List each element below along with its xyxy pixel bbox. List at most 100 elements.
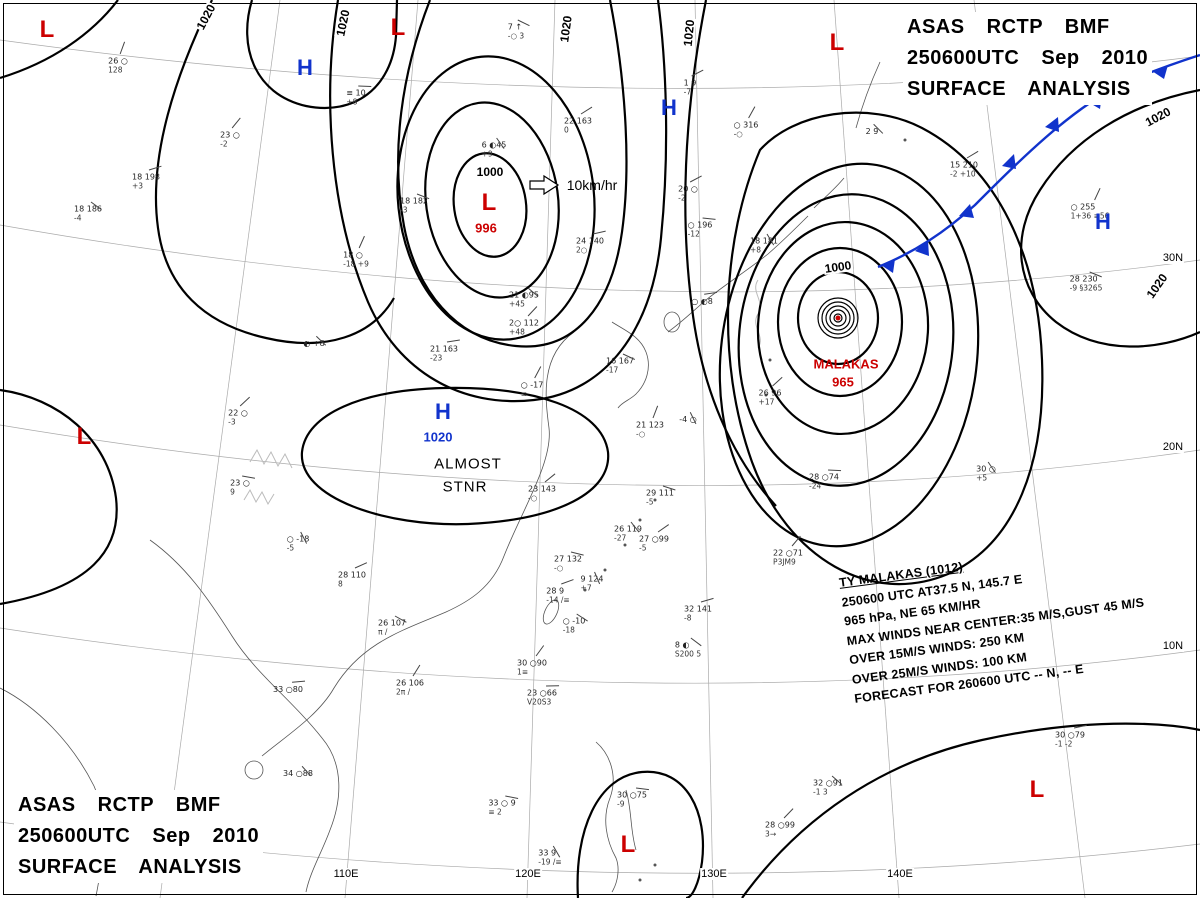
station-plot: -4 ○ [679, 414, 697, 424]
station-plot: 28 110 8 [338, 570, 366, 588]
low-center-label: L [829, 29, 845, 56]
station-plot: 18 ○ -18 +9 [343, 250, 369, 268]
typhoon-name-label: MALAKAS [813, 356, 879, 372]
chart-title-bottom-left: ASAS RCTP BMF 250600UTC Sep 2010 SURFACE… [14, 790, 264, 883]
latitude-label: 30N [1161, 252, 1185, 264]
station-plot: 23 143 -○ [528, 484, 556, 502]
chart-title-line3: SURFACE ANALYSIS [18, 856, 242, 878]
station-plot: 20 ○ -2 [678, 184, 698, 202]
station-plot: ○ 316 -○ [733, 120, 759, 138]
station-plot: 28 ○99 3→ [765, 820, 795, 838]
chart-title-line3: SURFACE ANALYSIS [907, 78, 1131, 100]
station-plot: 18 182 -3 [400, 196, 428, 214]
almost-stationary-label-line2: STNR [442, 478, 488, 496]
longitude-label: 120E [514, 868, 542, 880]
station-plot: 15 210 -2 +10 [950, 160, 978, 178]
high-center-label: H [297, 55, 313, 80]
station-plot: 26 107 π / [378, 618, 406, 636]
almost-stationary-label-line1: ALMOST [434, 455, 502, 473]
station-plot: 28 9 -14 /≡ [546, 586, 570, 604]
station-plot: 28 ○74 -24 [809, 472, 839, 490]
station-plot: 33 ○80 [273, 684, 303, 694]
isobar-label: 1020 [680, 18, 698, 48]
station-plot: ◐ +8 [303, 338, 325, 348]
station-plot: 2○ 112 +48 [509, 318, 539, 336]
high-center-label: H [1095, 209, 1111, 234]
station-plot: ○ ◐8 [691, 296, 713, 306]
station-plot: 22 163 0 [564, 116, 592, 134]
latitude-label: 10N [1161, 640, 1185, 652]
station-plot: 8 ◐ S200 5 [674, 640, 702, 658]
station-plot: 30 ○75 -9 [617, 790, 647, 808]
low-center-label: L [620, 831, 636, 858]
station-plot: 16 167 -17 [606, 356, 634, 374]
isobar-label: 1000 [475, 165, 505, 179]
station-plot: 26 ○ 128 [108, 56, 128, 74]
station-plot: ○ -18 -5 [286, 534, 310, 552]
station-plot: 34 ○88 [283, 768, 313, 778]
wind-arrow-icon [529, 174, 560, 196]
station-plot: ○ -17 ≡ [520, 380, 544, 398]
station-plot: 22 ○ -3 [228, 408, 248, 426]
hand-squiggle-marks [243, 279, 761, 506]
chart-title-line2: 250600UTC Sep 2010 [907, 47, 1149, 69]
low-center-label: L [390, 14, 406, 41]
longitude-label: 140E [886, 868, 914, 880]
station-plot: 1 9 -7 [683, 78, 697, 96]
station-plot: 23 ○66 V20S3 [527, 688, 557, 706]
station-plot: 33 ○ 9 ≡ 2 [488, 798, 516, 816]
station-plot: 9 124 +7 [580, 574, 604, 592]
station-plot: 26 119 -27 [614, 524, 642, 542]
chart-title-top-right: ASAS RCTP BMF 250600UTC Sep 2010 SURFACE… [903, 12, 1153, 105]
station-plot: 28 230 -9 §3265 [1069, 274, 1103, 292]
high-center-value: 1020 [423, 429, 453, 445]
station-plot: 18 198 +3 [132, 172, 160, 190]
station-plot: 6 ◐45 +9 [481, 140, 507, 158]
typhoon-pressure-label: 965 [832, 374, 854, 390]
chart-title-line2: 250600UTC Sep 2010 [18, 825, 260, 847]
station-plot: 26 106 2π / [396, 678, 424, 696]
station-plot: 32 141 -8 [684, 604, 712, 622]
low-center-value: 996 [475, 220, 497, 236]
longitude-label: 110E [332, 868, 360, 880]
station-plot: ○ -10 -18 [562, 616, 586, 634]
station-plot: 33 9 -19 /≡ [538, 848, 562, 866]
station-plot: 30 ○90 1≡ [517, 658, 547, 676]
station-plot: 2 9 [865, 126, 879, 136]
station-plot: 7 ↑ -○ 3 [507, 22, 525, 40]
station-plot: 24 140 2○ [576, 236, 604, 254]
isobar-label: 1000 [822, 258, 854, 276]
station-plot: 30 ○ +5 [976, 464, 996, 482]
typhoon-center-dot [835, 315, 841, 321]
wind-speed-label: 10km/hr [566, 177, 618, 193]
typhoon-symbol [817, 297, 859, 339]
station-plot: 27 ○99 -5 [639, 534, 669, 552]
station-plot: 22 ○71 P3JM9 [773, 548, 803, 566]
chart-title-line1: ASAS RCTP BMF [18, 794, 221, 816]
station-plot: ≡ 10 +8 [346, 88, 366, 106]
station-plot: ○ 255 1+36 ≡56 [1070, 202, 1110, 220]
chart-title-line1: ASAS RCTP BMF [907, 16, 1110, 38]
low-center-label: L [1029, 776, 1045, 803]
low-center-label: L [481, 189, 497, 216]
station-plot: 30 ○79 -1 -2 [1055, 730, 1085, 748]
station-plot: 26 96 +17 [758, 388, 782, 406]
station-plot: 23 ○ 9 [230, 478, 250, 496]
station-plot: ○ 196 -12 [687, 220, 713, 238]
station-plot: 21 163 -23 [430, 344, 458, 362]
station-plot: 27 132 -○ [554, 554, 582, 572]
low-center-label: L [76, 423, 92, 450]
high-center-label: H [435, 399, 451, 424]
longitude-label: 130E [700, 868, 728, 880]
station-plot: 32 ○91 -1 3 [813, 778, 843, 796]
station-plot: 18 181 +8 [750, 236, 778, 254]
station-plot: 18 186 -4 [74, 204, 102, 222]
latitude-label: 20N [1161, 441, 1185, 453]
station-plot: 29 111 -5 [646, 488, 674, 506]
station-plot: 21 ◐95 +45 [509, 290, 539, 308]
isobar-label: 1020 [557, 13, 575, 45]
